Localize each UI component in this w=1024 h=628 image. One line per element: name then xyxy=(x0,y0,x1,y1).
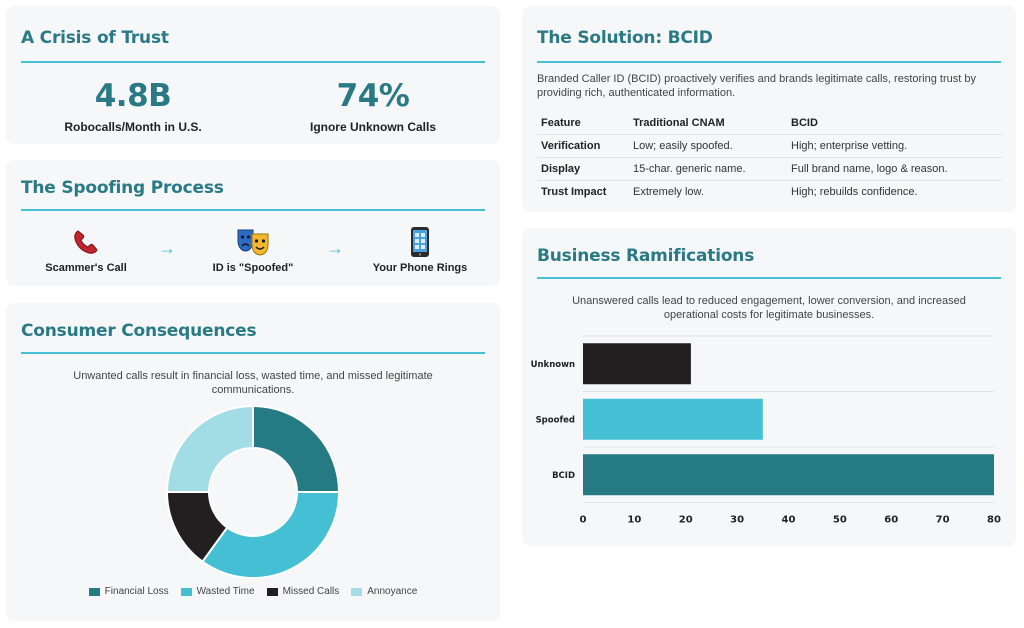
step-scammer-call: Scammer's Call xyxy=(21,226,151,274)
donut-legend: Financial Loss Wasted Time Missed Calls Ann… xyxy=(6,586,500,597)
consumer-description: Unwanted calls result in financial loss,… xyxy=(73,370,433,396)
category-label: Unknown xyxy=(531,360,575,370)
arrow-right-icon: → xyxy=(326,238,344,258)
business-description: Unanswered calls lead to reduced engagem… xyxy=(572,295,966,321)
table-cell: Verification xyxy=(537,134,629,158)
legend-swatch xyxy=(88,587,100,596)
x-tick-label: 40 xyxy=(782,515,796,526)
table-header: Traditional CNAM xyxy=(629,112,787,135)
ramifications-bar-chart: Unknown Spoofed BCID 0 10 20 30 40 50 60 70 80 xyxy=(531,335,1001,526)
table-cell: 15-char. generic name. xyxy=(629,157,787,181)
spoofing-process-card: The Spoofing Process Scammer's Call → ID… xyxy=(6,160,500,286)
donut-slice-financial-loss xyxy=(252,405,340,493)
x-tick-label: 80 xyxy=(987,515,1001,526)
consumer-consequences-card: Consumer Consequences Unwanted calls res… xyxy=(6,303,500,621)
title-divider xyxy=(21,209,485,211)
donut-slice-annoyance xyxy=(166,405,254,493)
business-ramifications-title: Business Ramifications xyxy=(537,246,755,266)
legend-swatch xyxy=(180,587,192,596)
x-tick-label: 30 xyxy=(730,515,744,526)
x-tick-label: 20 xyxy=(679,515,693,526)
x-tick-label: 70 xyxy=(936,515,950,526)
consumer-consequences-title: Consumer Consequences xyxy=(21,321,257,341)
stat-value: 4.8B xyxy=(94,78,172,114)
table-cell: High; rebuilds confidence. xyxy=(791,186,918,198)
legend-swatch xyxy=(266,587,278,596)
legend-label: Financial Loss xyxy=(104,586,169,597)
table-row: Verification Low; easily spoofed. High; … xyxy=(537,134,1002,158)
telephone-receiver-icon xyxy=(21,226,151,258)
bar-bcid xyxy=(583,454,994,496)
title-divider xyxy=(21,61,485,63)
legend-label: Missed Calls xyxy=(282,586,340,597)
step-id-spoofed: ID is "Spoofed" xyxy=(188,226,318,274)
table-cell: High; enterprise vetting. xyxy=(787,134,1002,158)
x-tick-label: 10 xyxy=(627,515,641,526)
category-label: Spoofed xyxy=(536,415,575,425)
step-label: ID is "Spoofed" xyxy=(212,262,294,274)
table-cell: Full brand name, logo & reason. xyxy=(787,157,1002,181)
table-header: Feature xyxy=(537,112,629,135)
table-row: Trust Impact Extremely low. High; rebuil… xyxy=(537,181,1002,204)
legend-item: Missed Calls xyxy=(266,586,340,597)
legend-swatch xyxy=(351,587,363,596)
donut-slice-wasted-time xyxy=(201,491,340,579)
category-label: BCID xyxy=(552,471,575,481)
bar-unknown xyxy=(583,343,691,385)
solution-title: The Solution: BCID xyxy=(537,28,713,48)
arrow-right-icon: → xyxy=(158,238,176,258)
legend-label: Annoyance xyxy=(367,586,418,597)
solution-bcid-card: The Solution: BCID Branded Caller ID (BC… xyxy=(522,6,1016,212)
table-cell: Low; easily spoofed. xyxy=(629,134,787,158)
table-cell: Display xyxy=(537,157,629,181)
x-tick-label: 0 xyxy=(580,515,587,526)
stat-value: 74% xyxy=(336,78,410,114)
legend-label: Wasted Time xyxy=(196,586,255,597)
mobile-phone-icon xyxy=(355,226,485,258)
table-cell: Trust Impact xyxy=(541,186,607,198)
table-cell: Extremely low. xyxy=(633,186,704,198)
legend-item: Annoyance xyxy=(351,586,417,597)
title-divider xyxy=(537,277,1001,279)
comparison-table: Feature Traditional CNAM BCID Verificati… xyxy=(537,112,1002,203)
title-divider xyxy=(537,61,1001,63)
table-header: BCID xyxy=(787,112,1002,135)
x-tick-label: 60 xyxy=(884,515,898,526)
step-phone-rings: Your Phone Rings xyxy=(355,226,485,274)
crisis-of-trust-card: A Crisis of Trust 4.8B Robocalls/Month i… xyxy=(6,6,500,144)
stat-label: Robocalls/Month in U.S. xyxy=(64,120,202,134)
table-header-row: Feature Traditional CNAM BCID xyxy=(537,112,1002,135)
spoofing-process-title: The Spoofing Process xyxy=(21,178,224,198)
consequences-donut-chart xyxy=(166,405,340,579)
bar-spoofed xyxy=(583,398,763,440)
step-label: Scammer's Call xyxy=(45,262,127,274)
stat-robocalls: 4.8B Robocalls/Month in U.S. xyxy=(13,78,253,134)
stat-label: Ignore Unknown Calls xyxy=(309,120,436,134)
x-tick-label: 50 xyxy=(833,515,847,526)
performing-arts-masks-icon xyxy=(188,226,318,258)
legend-item: Financial Loss xyxy=(88,586,169,597)
table-row: Display 15-char. generic name. Full bran… xyxy=(537,157,1002,181)
crisis-of-trust-title: A Crisis of Trust xyxy=(21,28,169,48)
step-label: Your Phone Rings xyxy=(372,262,468,274)
solution-description: Branded Caller ID (BCID) proactively ver… xyxy=(537,73,976,99)
title-divider xyxy=(21,352,485,354)
stat-ignore-unknown: 74% Ignore Unknown Calls xyxy=(253,78,493,134)
business-ramifications-card: Business Ramifications Unanswered calls … xyxy=(522,228,1016,546)
legend-item: Wasted Time xyxy=(180,586,255,597)
